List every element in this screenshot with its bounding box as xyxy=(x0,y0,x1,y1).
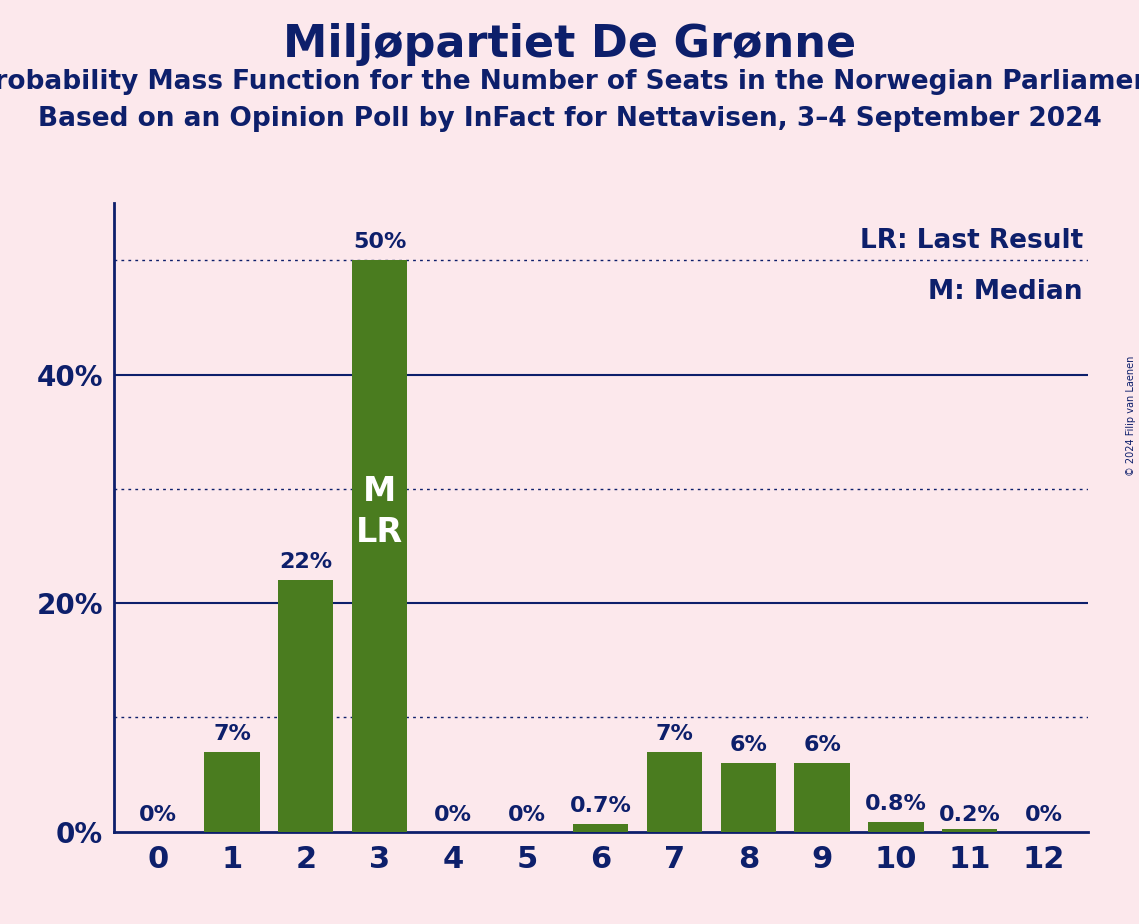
Text: © 2024 Filip van Laenen: © 2024 Filip van Laenen xyxy=(1126,356,1136,476)
Text: 0.8%: 0.8% xyxy=(865,795,927,814)
Text: 22%: 22% xyxy=(279,553,333,572)
Text: 7%: 7% xyxy=(656,723,694,744)
Text: 0.7%: 0.7% xyxy=(570,796,632,816)
Bar xyxy=(204,751,260,832)
Text: Probability Mass Function for the Number of Seats in the Norwegian Parliament: Probability Mass Function for the Number… xyxy=(0,69,1139,95)
Text: 0.2%: 0.2% xyxy=(939,805,1000,825)
Text: 0%: 0% xyxy=(1024,805,1063,825)
Text: 0%: 0% xyxy=(139,805,178,825)
Text: 6%: 6% xyxy=(729,736,768,755)
Bar xyxy=(278,580,334,832)
Text: 7%: 7% xyxy=(213,723,251,744)
Text: M: Median: M: Median xyxy=(928,279,1083,305)
Bar xyxy=(721,763,776,832)
Text: M
LR: M LR xyxy=(355,475,403,549)
Bar xyxy=(352,261,407,832)
Bar xyxy=(795,763,850,832)
Text: Based on an Opinion Poll by InFact for Nettavisen, 3–4 September 2024: Based on an Opinion Poll by InFact for N… xyxy=(38,106,1101,132)
Text: Miljøpartiet De Grønne: Miljøpartiet De Grønne xyxy=(282,23,857,67)
Bar xyxy=(573,823,629,832)
Text: 0%: 0% xyxy=(434,805,473,825)
Text: 6%: 6% xyxy=(803,736,841,755)
Text: 0%: 0% xyxy=(508,805,546,825)
Bar xyxy=(868,822,924,832)
Bar xyxy=(942,830,998,832)
Text: LR: Last Result: LR: Last Result xyxy=(860,228,1083,254)
Bar xyxy=(647,751,703,832)
Text: 50%: 50% xyxy=(353,233,407,252)
